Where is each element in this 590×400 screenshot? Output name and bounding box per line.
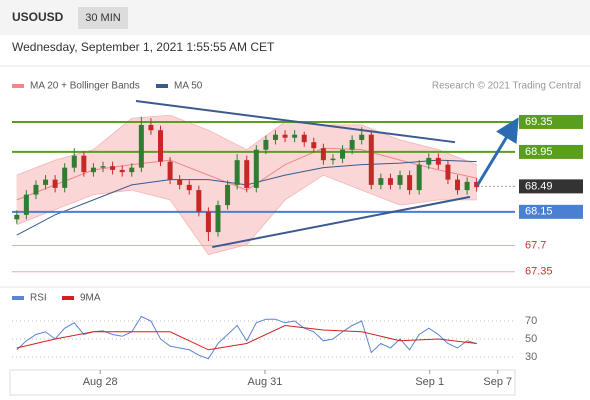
y-tick-label: 50: [525, 333, 537, 345]
candle-body: [282, 134, 288, 138]
legend-swatch: [12, 296, 24, 300]
date: Wednesday, September 1, 2021 1:55:55 AM …: [12, 40, 275, 54]
candle-body: [205, 211, 211, 233]
candle-body: [292, 134, 298, 138]
legend-swatch: [62, 296, 74, 300]
bollinger-upper: [16, 114, 477, 176]
y-tick-label: 70: [525, 315, 537, 327]
candle-body: [445, 164, 451, 180]
timeframe: 30 MIN: [85, 12, 121, 24]
symbol: USOUSD: [12, 10, 64, 24]
indicator-line: [16, 324, 477, 351]
candle-body: [368, 134, 374, 185]
level-label: 67.35: [525, 266, 553, 278]
x-axis-box: [9, 369, 516, 396]
level-label: 68.49: [525, 180, 553, 192]
candle-body: [81, 155, 87, 173]
candle-body: [263, 139, 269, 150]
legend-swatch: [12, 84, 24, 88]
x-tick-label: Aug 31: [247, 376, 282, 388]
x-tick-label: Sep 1: [415, 376, 444, 388]
candle-body: [426, 157, 432, 165]
candle-body: [71, 155, 77, 168]
candle-body: [90, 167, 96, 173]
candle-body: [196, 190, 202, 212]
candle-body: [320, 148, 326, 161]
legend-label: MA 20 + Bollinger Bands: [30, 81, 140, 92]
bollinger-lower: [16, 174, 477, 255]
legend-label: 9MA: [80, 293, 101, 304]
level-box: [519, 179, 583, 194]
y-tick-label: 30: [525, 351, 537, 363]
candle-body: [359, 134, 365, 140]
candle-body: [148, 124, 154, 131]
candle-body: [110, 166, 116, 170]
x-tick-label: Sep 7: [483, 376, 512, 388]
candle-body: [416, 164, 422, 191]
level-box: [519, 144, 583, 159]
credit: Research © 2021 Trading Central: [432, 81, 581, 92]
candle-body: [62, 167, 68, 188]
candle-body: [129, 167, 135, 173]
candle-body: [14, 214, 20, 220]
candle-body: [225, 184, 231, 206]
candle-body: [158, 130, 164, 162]
candle-body: [272, 134, 278, 140]
candle-body: [455, 179, 461, 191]
candle-body: [253, 149, 259, 188]
legend-label: MA 50: [174, 81, 203, 92]
candle-body: [349, 139, 355, 150]
legend-label: RSI: [30, 293, 47, 304]
level-label: 68.95: [525, 146, 553, 158]
candle-body: [167, 161, 173, 180]
candle-body: [301, 134, 307, 143]
candle-body: [215, 205, 221, 233]
candle-body: [186, 184, 192, 191]
candle-body: [234, 160, 240, 185]
candle-body: [330, 158, 336, 161]
level-label: 69.35: [525, 116, 553, 128]
candle-body: [43, 179, 49, 185]
forecast-arrow: [476, 117, 519, 186]
candle-body: [397, 175, 403, 185]
level-label: 67.7: [525, 239, 546, 251]
candle-body: [33, 184, 39, 195]
candle-body: [52, 179, 58, 188]
candle-body: [378, 178, 384, 185]
candle-body: [407, 175, 413, 191]
timeframe-box: [78, 7, 128, 29]
candle-body: [119, 169, 125, 173]
level-box: [519, 114, 583, 129]
candle-body: [23, 194, 29, 215]
candle-body: [311, 142, 317, 149]
level-label: 68.15: [525, 206, 553, 218]
x-tick-label: Aug 28: [83, 376, 118, 388]
candle-body: [474, 181, 480, 188]
candle-body: [464, 181, 470, 191]
candle-body: [138, 124, 144, 168]
candle-body: [387, 178, 393, 185]
candle-body: [435, 157, 441, 165]
legend-swatch: [156, 84, 168, 88]
candle-body: [177, 179, 183, 185]
trendline: [212, 195, 471, 249]
trendline: [135, 100, 456, 144]
level-box: [519, 204, 583, 219]
candle-body: [100, 166, 106, 168]
candle-body: [340, 149, 346, 159]
candle-body: [244, 160, 250, 188]
